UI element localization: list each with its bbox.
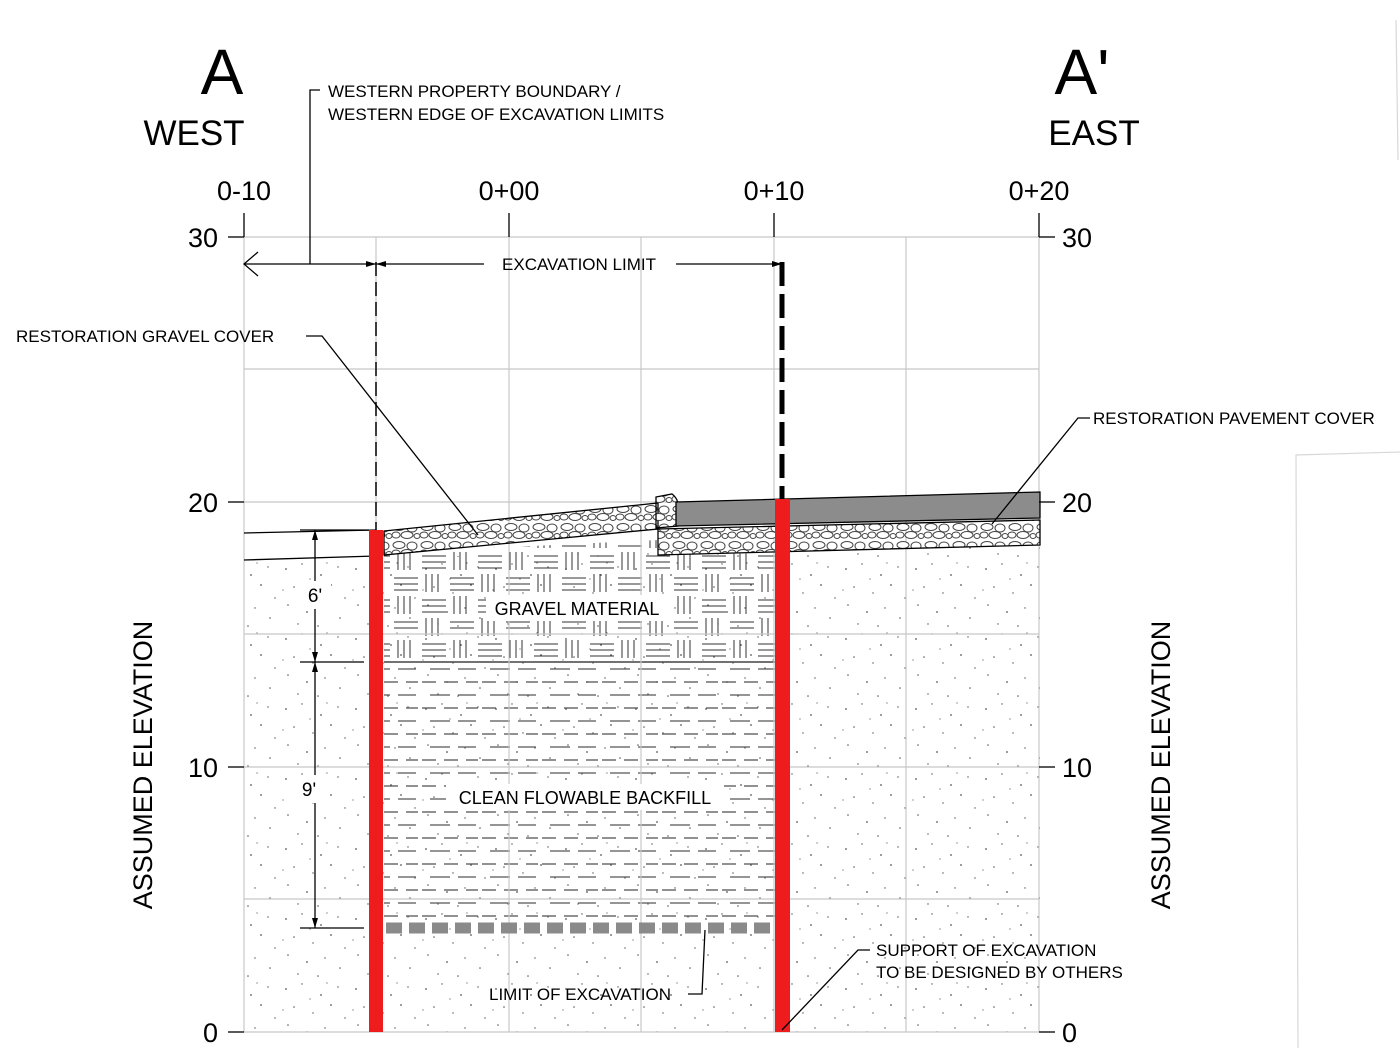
callout-leaders xyxy=(306,335,1090,1031)
support-callout-line1: SUPPORT OF EXCAVATION xyxy=(876,941,1096,960)
elevation-label-left: 30 xyxy=(188,223,218,253)
pavement-cover-callout: RESTORATION PAVEMENT COVER xyxy=(1093,409,1375,428)
dimension-label-9ft: 9' xyxy=(302,780,316,801)
depth-dimension xyxy=(300,529,369,929)
elevation-label-right: 20 xyxy=(1062,488,1092,518)
station-label: 0+00 xyxy=(479,176,540,206)
section-mark-west: A xyxy=(201,36,244,108)
backfill-label-bg xyxy=(446,784,724,810)
axis-ticks xyxy=(228,213,1055,1033)
support-callout-line2: TO BE DESIGNED BY OTHERS xyxy=(876,963,1123,982)
boundary-callout-line1: WESTERN PROPERTY BOUNDARY / xyxy=(328,82,621,101)
excavation-limit-label: EXCAVATION LIMIT xyxy=(502,255,656,274)
sheet-border-fragment xyxy=(1295,19,1400,1048)
west-shoring-wall xyxy=(369,530,383,1032)
elevation-label-right: 10 xyxy=(1062,753,1092,783)
gravel-label-bg xyxy=(486,595,670,621)
axis-title-right: ASSUMED ELEVATION xyxy=(1146,621,1176,910)
east-shoring-wall xyxy=(775,499,790,1032)
dim-9-bg xyxy=(293,775,327,803)
dim-6-bg xyxy=(299,581,331,609)
gravel-cover-callout: RESTORATION GRAVEL COVER xyxy=(16,327,274,346)
elevation-label-right: 30 xyxy=(1062,223,1092,253)
station-label: 0-10 xyxy=(217,176,271,206)
elevation-label-right: 0 xyxy=(1062,1018,1077,1048)
restoration-pavement-cover xyxy=(657,491,1041,556)
existing-ground-line xyxy=(243,529,377,561)
backfill-label: CLEAN FLOWABLE BACKFILL xyxy=(459,788,711,808)
dimension-label-6ft: 6' xyxy=(308,586,322,607)
elevation-label-left: 0 xyxy=(203,1018,218,1048)
axis-title-left: ASSUMED ELEVATION xyxy=(128,621,158,910)
elevation-label-left: 10 xyxy=(188,753,218,783)
gravel-material-label: GRAVEL MATERIAL xyxy=(495,599,660,619)
boundary-callout-line2: WESTERN EDGE OF EXCAVATION LIMITS xyxy=(328,105,664,124)
section-mark-east: A' xyxy=(1055,36,1110,108)
elevation-label-left: 20 xyxy=(188,488,218,518)
limit-of-excavation-callout: LIMIT OF EXCAVATION xyxy=(489,985,671,1004)
excavation-limit-dimension xyxy=(243,89,782,277)
station-label: 0+20 xyxy=(1009,176,1070,206)
direction-label-east: EAST xyxy=(1048,114,1139,153)
station-label: 0+10 xyxy=(744,176,805,206)
direction-label-west: WEST xyxy=(143,114,244,153)
